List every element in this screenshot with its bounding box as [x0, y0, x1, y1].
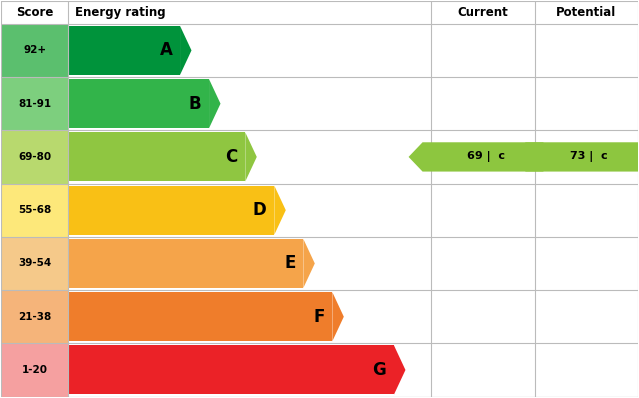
Text: F: F: [313, 308, 325, 326]
Text: Energy rating: Energy rating: [75, 6, 165, 19]
Text: G: G: [373, 361, 387, 379]
Polygon shape: [245, 133, 257, 181]
Text: 73 |  c: 73 | c: [571, 151, 608, 162]
Text: 55-68: 55-68: [18, 205, 51, 215]
Polygon shape: [274, 186, 286, 235]
Bar: [68, 133, 245, 181]
Text: E: E: [284, 254, 296, 273]
Polygon shape: [332, 292, 344, 341]
Text: B: B: [189, 95, 201, 113]
Text: 21-38: 21-38: [18, 312, 51, 322]
Bar: [68, 79, 209, 128]
Text: 39-54: 39-54: [18, 258, 51, 268]
Bar: [1, 343, 68, 397]
Text: 81-91: 81-91: [19, 99, 51, 109]
Bar: [68, 292, 332, 341]
Text: Score: Score: [16, 6, 54, 19]
Bar: [1, 77, 68, 130]
Polygon shape: [209, 79, 220, 128]
Polygon shape: [180, 26, 192, 75]
Polygon shape: [512, 142, 639, 172]
Text: 69-80: 69-80: [19, 152, 51, 162]
Text: Current: Current: [458, 6, 509, 19]
Bar: [68, 186, 274, 235]
Bar: [68, 239, 304, 288]
Text: 69 |  c: 69 | c: [467, 151, 505, 162]
Bar: [1, 290, 68, 343]
Text: Potential: Potential: [556, 6, 616, 19]
Polygon shape: [394, 345, 406, 394]
Text: D: D: [253, 201, 266, 219]
Bar: [68, 345, 394, 394]
Text: A: A: [160, 41, 173, 59]
Bar: [68, 26, 180, 75]
Text: C: C: [226, 148, 238, 166]
Bar: [1, 183, 68, 237]
Polygon shape: [408, 142, 543, 172]
Bar: [1, 130, 68, 183]
Text: 92+: 92+: [23, 45, 47, 55]
Bar: [1, 237, 68, 290]
Bar: [1, 24, 68, 77]
Polygon shape: [304, 239, 315, 288]
Text: 1-20: 1-20: [22, 365, 48, 375]
